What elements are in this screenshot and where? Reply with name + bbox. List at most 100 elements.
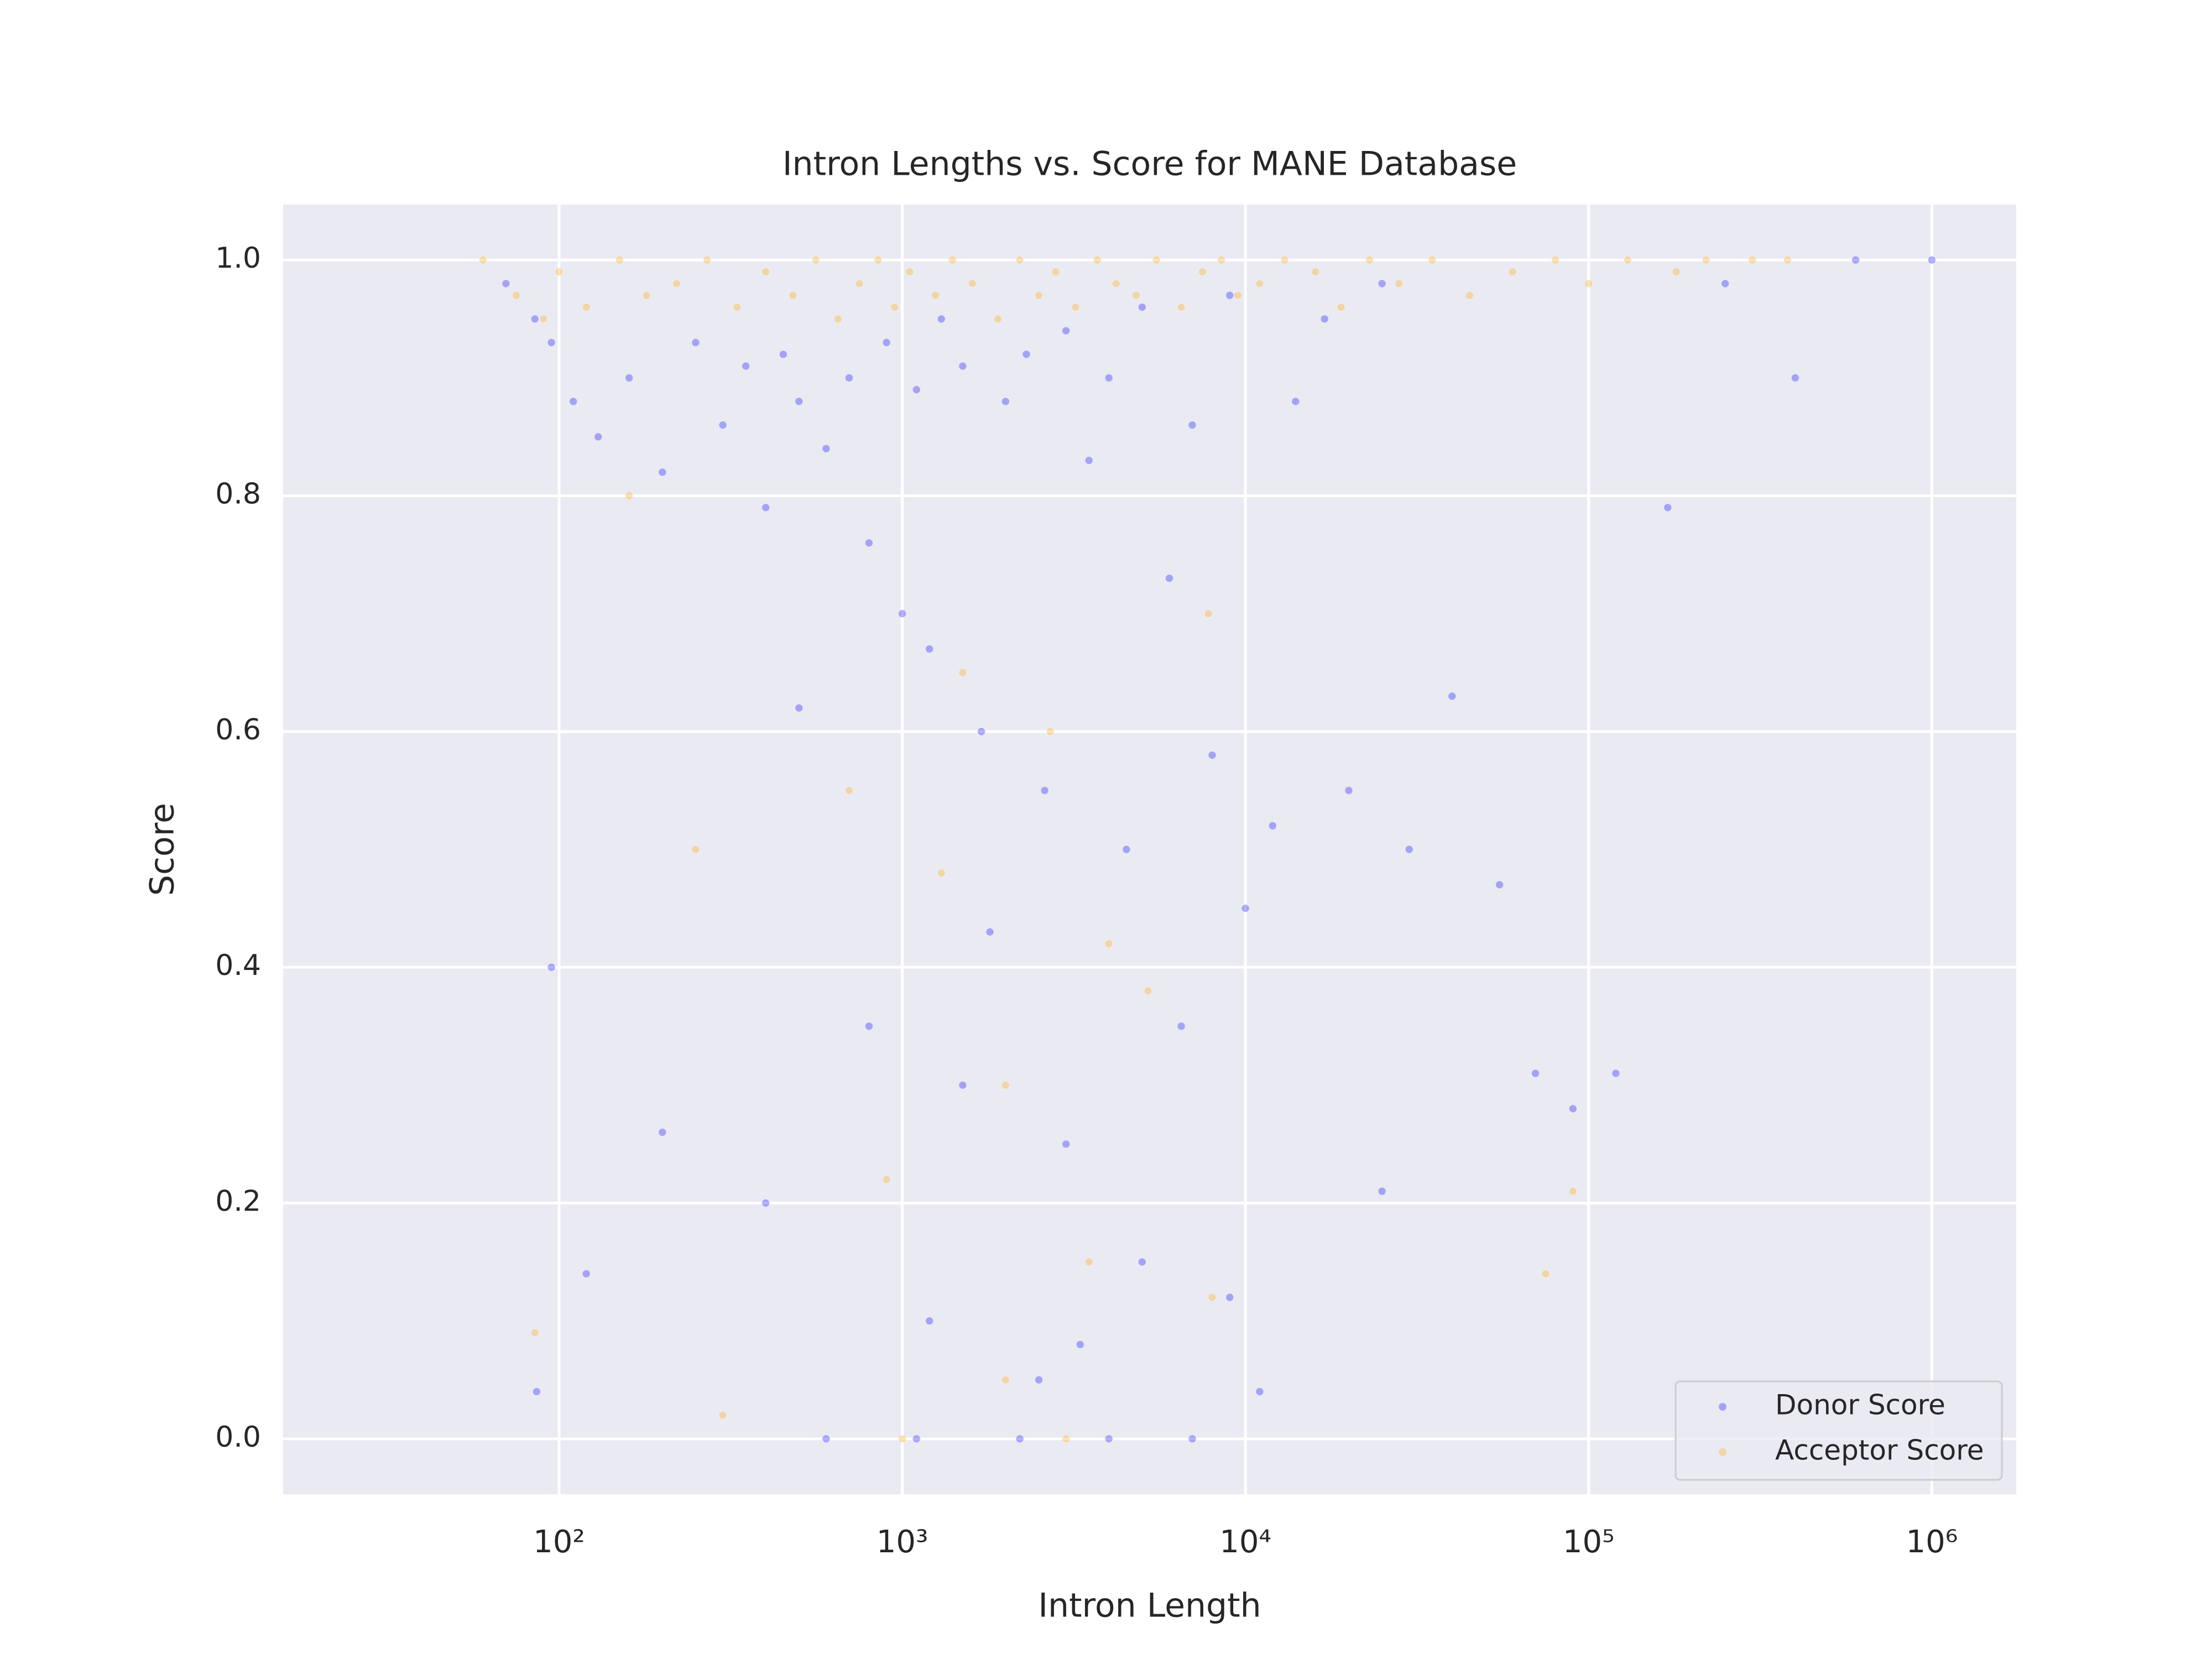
data-point [569,397,578,406]
data-point [761,503,770,512]
data-point [937,869,946,878]
data-point [718,421,727,430]
data-point [1378,1187,1386,1196]
data-point [1198,268,1207,276]
chart-title: Intron Lengths vs. Score for MANE Databa… [782,145,1517,184]
y-tick-label: 0.2 [215,1185,261,1218]
data-point [977,727,986,736]
data-point [1122,845,1131,854]
data-point [1551,255,1560,264]
data-point [703,255,712,264]
data-point [1188,1434,1197,1443]
data-point [582,302,591,311]
data-point [625,492,634,500]
data-point [691,845,700,854]
data-point [1311,268,1320,276]
x-tick-label: 10⁶ [1906,1524,1958,1560]
data-point [512,291,520,300]
data-point [1051,268,1060,276]
data-point [1428,255,1437,264]
data-point [1225,1293,1234,1302]
data-point [615,255,624,264]
legend-label: Acceptor Score [1775,1434,1984,1467]
data-point [1062,1140,1071,1149]
data-point [1104,373,1113,382]
data-point [1584,279,1593,288]
data-point [1022,350,1031,359]
data-point [547,338,556,347]
data-point [844,786,853,795]
data-point [1927,255,1936,264]
data-point [742,362,750,371]
data-point [864,539,873,547]
data-point [1225,291,1234,300]
data-point [1783,255,1792,264]
data-point [1152,255,1161,264]
data-point [958,1081,967,1089]
data-point [1177,302,1186,311]
data-point [1015,1434,1024,1443]
data-point [1093,255,1102,264]
data-point [1144,987,1152,995]
data-point [502,279,510,288]
data-point [811,255,820,264]
data-point [1112,279,1120,288]
data-point [1165,574,1173,583]
data-point [948,255,957,264]
data-point [958,362,967,371]
data-point [691,338,700,347]
data-point [1104,1434,1113,1443]
data-point [1035,291,1044,300]
data-point [882,1175,891,1184]
x-tick-label: 10⁵ [1563,1524,1615,1560]
data-point [658,1128,667,1137]
data-point [1241,904,1250,913]
x-tick-label: 10⁴ [1219,1524,1271,1560]
data-point [822,444,831,453]
data-point [733,302,742,311]
data-point [1040,786,1049,795]
data-point [672,279,681,288]
data-point [1344,786,1353,795]
data-point [1208,1293,1217,1302]
data-point [1611,1069,1620,1078]
legend-marker [1719,1403,1726,1411]
data-point [937,315,946,324]
data-point [874,255,883,264]
data-point [1233,291,1242,300]
data-point [1015,255,1024,264]
data-point [1001,1081,1010,1089]
data-point [985,927,994,936]
data-point [1337,302,1345,311]
data-point [912,1434,921,1443]
y-tick-label: 1.0 [215,242,261,275]
data-point [898,609,907,618]
data-point [1084,456,1093,465]
data-point [1280,255,1289,264]
data-point [1541,1269,1550,1278]
data-point [1531,1069,1540,1078]
data-point [761,1198,770,1207]
data-point [1046,727,1055,736]
data-point [1255,1387,1264,1396]
data-point [1138,302,1146,311]
data-point [1508,268,1517,276]
data-point [1001,1375,1010,1384]
data-point [594,432,603,441]
data-point [925,1317,934,1326]
data-point [1378,279,1386,288]
data-point [1062,1434,1071,1443]
data-point [547,963,556,972]
data-point [582,1269,591,1278]
data-point [1208,750,1217,759]
data-point [822,1434,831,1443]
data-point [1131,291,1140,300]
data-point [1268,821,1277,830]
data-point [1448,692,1457,701]
data-point [625,373,634,382]
data-point [1217,255,1225,264]
data-point [478,255,487,264]
data-point [844,373,853,382]
data-point [1395,279,1404,288]
